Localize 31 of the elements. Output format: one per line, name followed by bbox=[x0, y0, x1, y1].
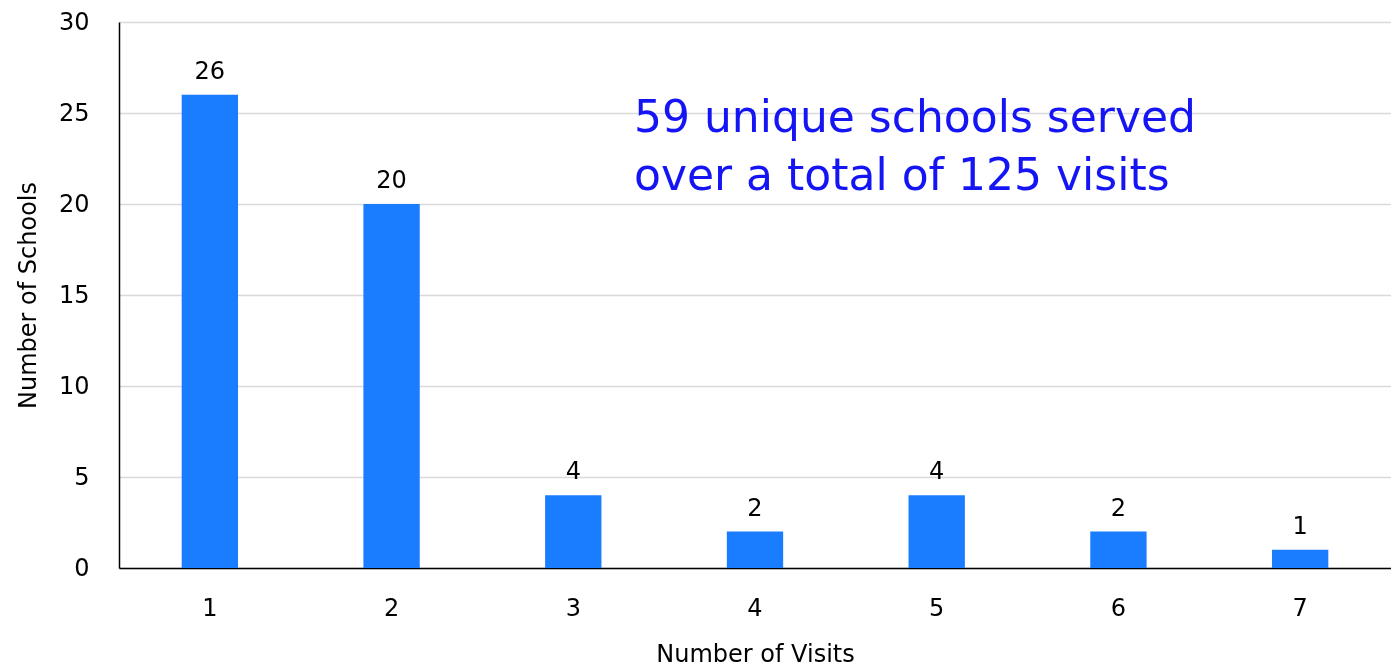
bar bbox=[1090, 531, 1147, 568]
bar bbox=[1271, 549, 1329, 568]
y-tick-label: 30 bbox=[58, 7, 90, 36]
data-label: 26 bbox=[194, 56, 226, 85]
x-axis-title: Number of Visits bbox=[656, 639, 855, 668]
annotation: 59 unique schools served over a total of 125 visits bbox=[634, 91, 1196, 200]
x-tick-label: 6 bbox=[1110, 593, 1127, 622]
bar bbox=[363, 204, 420, 568]
bar bbox=[726, 531, 784, 568]
x-tick-label: 4 bbox=[747, 593, 763, 622]
y-tick-label: 15 bbox=[58, 280, 90, 309]
x-tick-label: 7 bbox=[1292, 593, 1308, 622]
data-label: 2 bbox=[747, 493, 763, 522]
bar bbox=[908, 495, 965, 568]
data-label: 20 bbox=[376, 166, 407, 194]
bar bbox=[545, 495, 602, 568]
y-tick-label: 10 bbox=[58, 371, 90, 400]
x-tick-label: 1 bbox=[202, 593, 218, 622]
y-tick-label: 20 bbox=[58, 189, 90, 218]
x-tick-label: 2 bbox=[383, 593, 400, 622]
y-tick-label: 5 bbox=[74, 462, 90, 491]
x-tick-label: 3 bbox=[565, 593, 581, 622]
bar bbox=[181, 94, 239, 568]
data-label: 4 bbox=[929, 457, 945, 486]
data-label: 1 bbox=[1292, 511, 1308, 540]
y-tick-label: 25 bbox=[58, 98, 90, 127]
y-axis-title: Number of Schools bbox=[13, 182, 42, 409]
data-label: 4 bbox=[565, 457, 581, 486]
data-label: 2 bbox=[1110, 493, 1127, 522]
x-tick-label: 5 bbox=[929, 593, 945, 622]
y-tick-label: 0 bbox=[74, 553, 90, 582]
